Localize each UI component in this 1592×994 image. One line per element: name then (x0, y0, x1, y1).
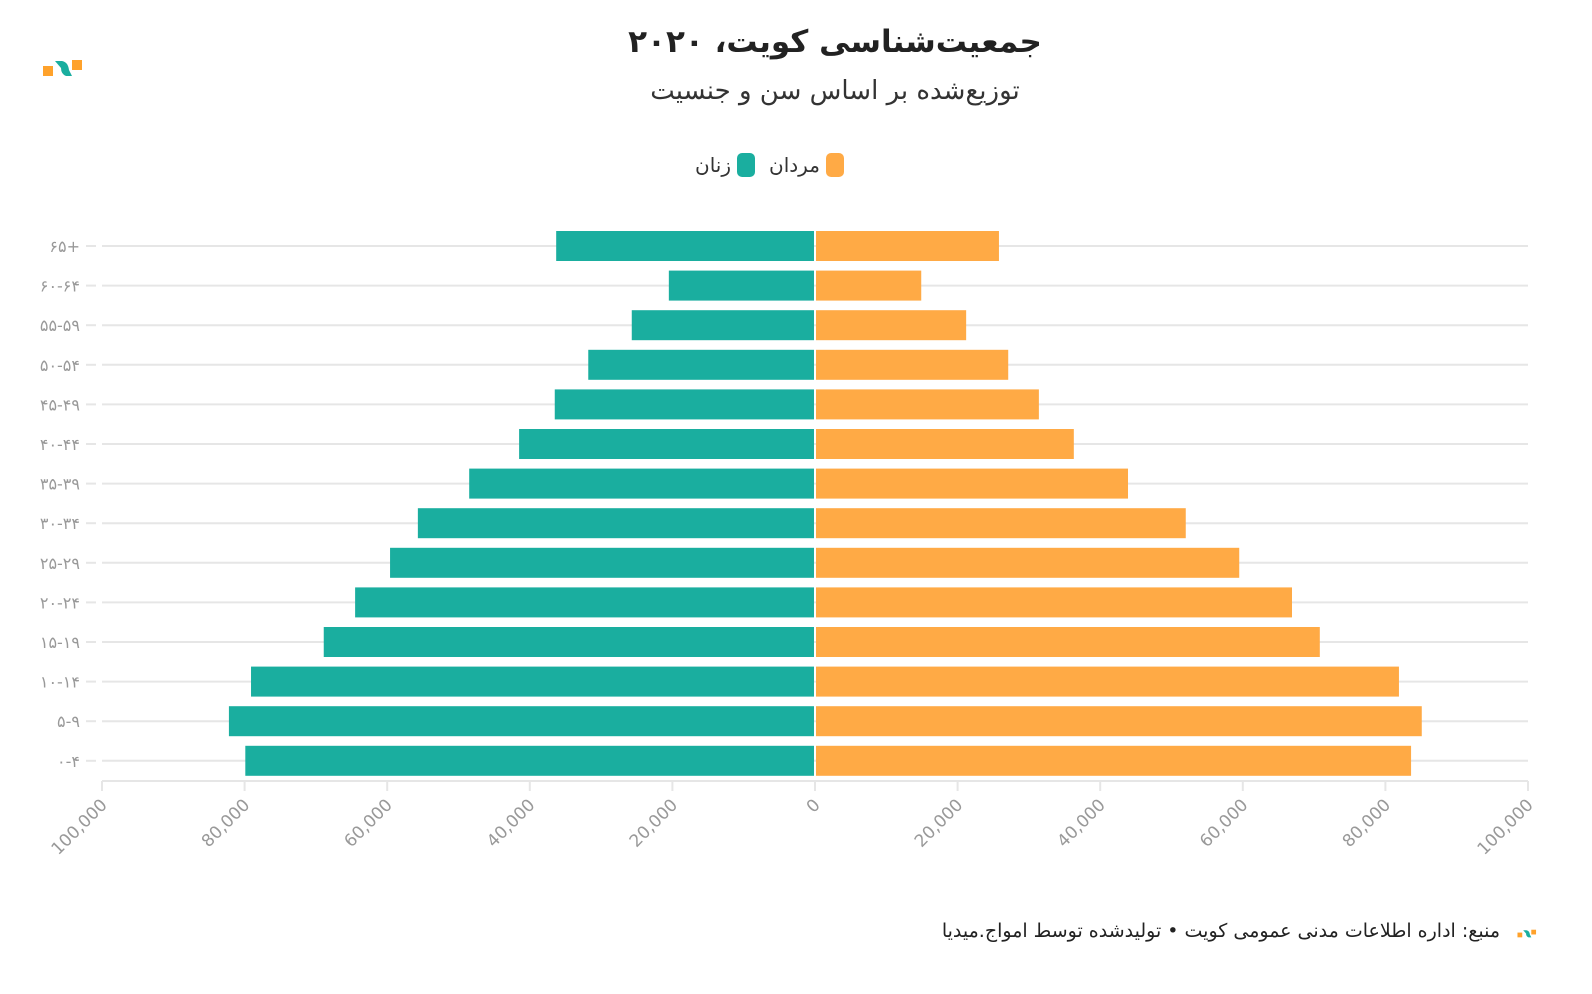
y-tick-label: ۵۵-۵۹ (40, 316, 80, 335)
bar-women (323, 627, 814, 657)
y-tick-label: ۳۰-۳۴ (40, 514, 80, 533)
y-tick-label: ۵۰-۵۴ (40, 356, 80, 375)
legend: مردان زنان (695, 153, 844, 177)
bar-women (417, 508, 814, 539)
footer-source: منبع: اداره اطلاعات مدنی عمومی کویت • تو… (942, 920, 1500, 942)
y-tick-label: ۵-۹ (57, 712, 80, 731)
y-tick-label: ۴۰-۴۴ (40, 435, 80, 454)
brand-logo (42, 58, 84, 84)
bar-men (816, 310, 967, 341)
y-tick-label: ۰-۴ (57, 752, 80, 771)
bar-women (228, 706, 814, 737)
bar-men (816, 508, 1186, 539)
bar-men (816, 627, 1320, 657)
bar-women (245, 745, 815, 776)
men-swatch-icon (825, 153, 844, 177)
y-tick-label: ۶۵+ (49, 237, 80, 256)
legend-item-men[interactable]: مردان (769, 153, 844, 177)
x-tick-label: 100,000 (1474, 795, 1538, 859)
y-tick-label: ۶۰-۶۴ (40, 277, 80, 296)
bar-men (816, 270, 922, 301)
bar-women (390, 547, 814, 578)
x-tick-label: 60,000 (1196, 795, 1252, 851)
x-tick-label: 80,000 (1339, 795, 1395, 851)
women-swatch-icon (737, 153, 756, 177)
bar-men (816, 587, 1292, 618)
bar-women (668, 270, 814, 301)
legend-label-women: زنان (695, 153, 732, 177)
bar-women (554, 389, 814, 420)
y-tick-label: ۲۰-۲۴ (40, 593, 80, 612)
y-tick-label: ۳۵-۳۹ (40, 475, 80, 494)
bar-men (816, 666, 1399, 697)
source-text: منبع: اداره اطلاعات مدنی عمومی کویت • تو… (941, 920, 1500, 942)
bar-men (816, 706, 1422, 737)
y-tick-label: ۱۰-۱۴ (40, 673, 80, 692)
y-tick-label: ۲۵-۲۹ (40, 554, 80, 573)
x-tick-label: 40,000 (483, 795, 539, 851)
bar-men (816, 547, 1240, 578)
x-tick-label: 40,000 (1054, 795, 1110, 851)
bar-men (816, 231, 999, 261)
bar-women (631, 310, 814, 341)
legend-label-men: مردان (769, 153, 820, 177)
bar-women (519, 429, 814, 459)
bar-women (355, 587, 814, 618)
x-tick-label: 100,000 (48, 795, 112, 859)
bar-women (556, 231, 814, 261)
x-tick-label: 60,000 (341, 795, 397, 851)
chart-subtitle: توزیع‌شده بر اساس سن و جنسیت (650, 76, 1020, 106)
y-tick-label: ۴۵-۴۹ (40, 395, 80, 414)
x-tick-label: 20,000 (626, 795, 682, 851)
bar-men (816, 389, 1039, 420)
bar-men (816, 745, 1412, 776)
bar-men (816, 429, 1074, 459)
bar-women (588, 349, 814, 380)
bar-women (469, 468, 814, 499)
x-tick-label: 80,000 (198, 795, 254, 851)
bar-men (816, 349, 1009, 380)
x-tick-label: 0 (803, 795, 825, 817)
population-pyramid-chart: ۶۵+ ۶۰-۶۴ ۵۵-۵۹ ۵۰-۵۴ ۴۵-۴۹ ۴۰-۴۴ ۳۵-۳۹ ۳۰-۳۴ ۲۵… (40, 231, 1538, 859)
chart-title: جمعیت‌شناسی کویت، ۲۰۲۰ (628, 24, 1042, 60)
footer-logo (1517, 925, 1537, 944)
legend-item-women[interactable]: زنان (695, 153, 756, 177)
y-tick-label: ۱۵-۱۹ (40, 633, 80, 652)
x-tick-label: 20,000 (911, 795, 967, 851)
bar-women (251, 666, 815, 697)
bar-men (816, 468, 1129, 499)
